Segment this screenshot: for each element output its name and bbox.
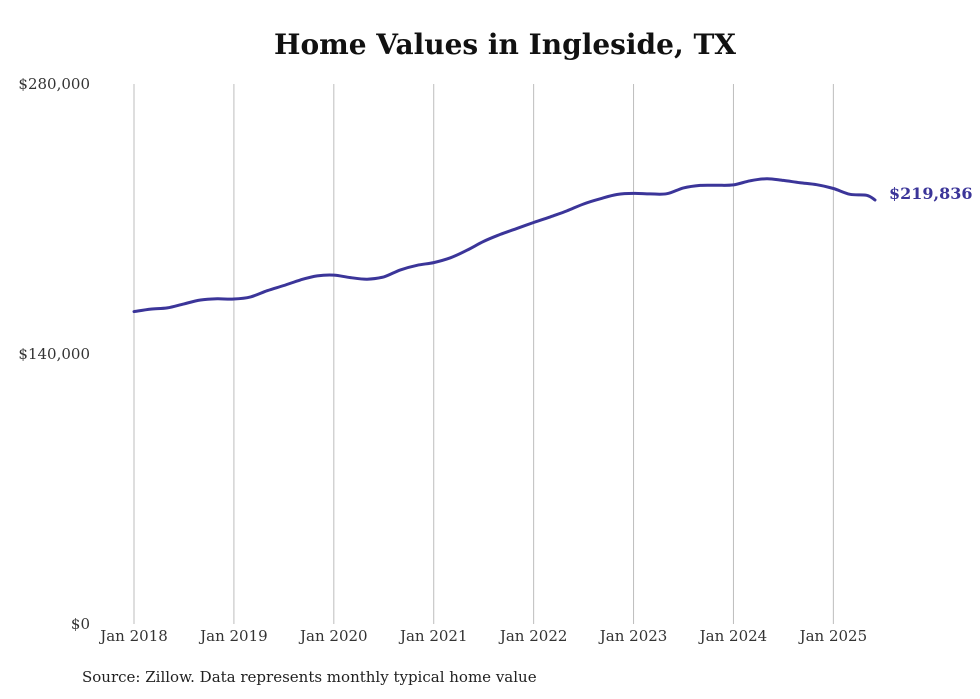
x-tick-label: Jan 2025 — [798, 627, 868, 645]
series-line-layer — [132, 177, 877, 314]
vertical-gridlines — [133, 84, 834, 624]
x-tick-label: Jan 2022 — [498, 627, 568, 645]
end-value-label: $219,836 — [889, 184, 973, 203]
home-value-line — [132, 177, 877, 314]
y-tick-label: $140,000 — [18, 345, 90, 363]
x-tick-label: Jan 2020 — [298, 627, 368, 645]
x-axis-tick-labels: Jan 2018 Jan 2019 Jan 2020 Jan 2021 Jan 2022… — [98, 627, 867, 645]
y-tick-label: $0 — [71, 615, 90, 633]
x-tick-label: Jan 2024 — [698, 627, 768, 645]
x-tick-label: Jan 2019 — [198, 627, 268, 645]
x-tick-label: Jan 2021 — [398, 627, 468, 645]
y-tick-label: $280,000 — [18, 75, 90, 93]
y-axis-tick-labels: $0 $140,000 $280,000 — [18, 75, 90, 633]
x-tick-label: Jan 2023 — [598, 627, 668, 645]
end-value-label-layer: $219,836 — [889, 184, 973, 203]
chart-title: Home Values in Ingleside, TX — [273, 28, 736, 61]
x-tick-label: Jan 2018 — [98, 627, 168, 645]
source-note: Source: Zillow. Data represents monthly … — [82, 668, 537, 686]
